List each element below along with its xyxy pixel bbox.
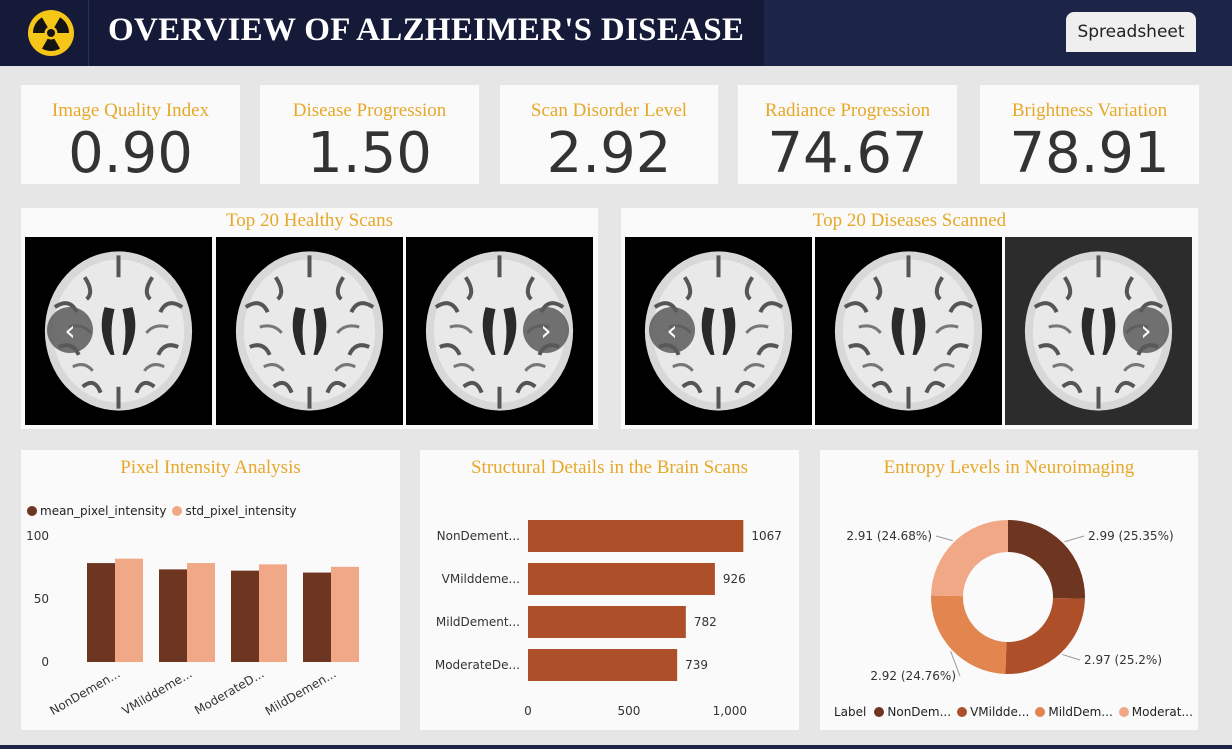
radiation-icon: [28, 10, 74, 56]
data-label: 739: [685, 658, 708, 672]
panel-title: Top 20 Healthy Scans: [225, 210, 393, 231]
kpi-card-scan-disorder: Scan Disorder Level 2.92: [500, 85, 718, 184]
legend-label[interactable]: mean_pixel_intensity: [40, 504, 167, 518]
leader-line: [1064, 535, 1085, 543]
legend-swatch: [172, 506, 183, 516]
scan-image: [216, 237, 403, 425]
header-bar: OVERVIEW OF ALZHEIMER'S DISEASE Spreadsh…: [0, 0, 1232, 66]
legend-swatch: [957, 707, 968, 717]
donut-slice[interactable]: [931, 520, 1008, 597]
legend-swatch: [1118, 707, 1129, 717]
kpi-label: Scan Disorder Level: [530, 100, 688, 121]
bar-std_pixel_intensity[interactable]: [331, 566, 359, 662]
kpi-value: 74.67: [767, 121, 928, 186]
chart-title: Structural Details in the Brain Scans: [470, 457, 749, 478]
kpi-card-disease-progression: Disease Progression 1.50: [260, 85, 479, 184]
bar-mean_pixel_intensity[interactable]: [231, 570, 259, 662]
leader-line: [935, 535, 953, 542]
kpi-card-image-quality: Image Quality Index 0.90: [21, 85, 240, 184]
y-category-label: NonDement...: [437, 529, 520, 543]
data-label: 782: [694, 615, 717, 629]
bar-mean_pixel_intensity[interactable]: [87, 563, 115, 662]
page-title: OVERVIEW OF ALZHEIMER'S DISEASE: [108, 12, 745, 48]
chevron-left-icon[interactable]: ‹: [649, 307, 695, 353]
chevron-right-icon[interactable]: ›: [1123, 307, 1169, 353]
kpi-value: 2.92: [546, 121, 672, 186]
bar[interactable]: [528, 649, 678, 681]
y-category-label: MildDement...: [436, 615, 520, 629]
diseased-scans-panel: Top 20 Diseases Scanned ‹ ›: [621, 208, 1198, 429]
chevron-right-icon[interactable]: ›: [523, 307, 569, 353]
data-label: 2.91 (24.68%): [846, 529, 932, 543]
x-tick-label: ModerateD...: [192, 666, 266, 717]
bar-std_pixel_intensity[interactable]: [115, 558, 143, 662]
bar-mean_pixel_intensity[interactable]: [159, 569, 187, 662]
legend-label[interactable]: std_pixel_intensity: [185, 504, 297, 518]
spreadsheet-button[interactable]: Spreadsheet: [1066, 12, 1196, 52]
kpi-label: Brightness Variation: [1011, 100, 1168, 121]
pixel-intensity-chart: Pixel Intensity Analysis mean_pixel_inte…: [21, 450, 400, 730]
chevron-left-icon[interactable]: ‹: [47, 307, 93, 353]
bar[interactable]: [528, 606, 686, 638]
leader-line: [950, 651, 961, 677]
donut-slice[interactable]: [1008, 520, 1085, 599]
leader-line: [1062, 653, 1081, 661]
donut-slice[interactable]: [1005, 598, 1085, 674]
legend-swatch: [874, 707, 885, 717]
bar[interactable]: [528, 563, 715, 595]
x-tick-label: NonDemen...: [47, 666, 122, 717]
data-label: 2.99 (25.35%): [1088, 529, 1174, 543]
panel-title: Top 20 Diseases Scanned: [812, 210, 1007, 231]
legend-label[interactable]: MildDem...: [1048, 705, 1113, 719]
y-category-label: ModerateDe...: [435, 658, 520, 672]
data-label: 1067: [751, 529, 782, 543]
legend-label[interactable]: NonDem...: [887, 705, 952, 719]
legend-label[interactable]: VMildde...: [970, 705, 1030, 719]
entropy-donut-chart: Entropy Levels in Neuroimaging 2.99 (25.…: [820, 450, 1198, 730]
x-tick-label: MildDemen...: [263, 666, 339, 718]
x-tick-label: 500: [617, 704, 640, 718]
scan-image: [815, 237, 1002, 425]
y-tick-label: 50: [34, 592, 49, 606]
data-label: 2.97 (25.2%): [1084, 653, 1162, 667]
legend-swatch: [27, 506, 37, 516]
chart-canvas: 2.99 (25.35%) 2.97 (25.2%) 2.92 (24.76%) 2.…: [846, 520, 1174, 683]
bottom-bar: [0, 745, 1232, 749]
chart-canvas: NonDement... 1067 VMilddeme... 926 MildDemen…: [435, 520, 782, 718]
donut-slice[interactable]: [931, 595, 1007, 674]
y-category-label: VMilddeme...: [442, 572, 520, 586]
chart-legend: Label NonDem... VMildde... MildDem... Mo…: [834, 705, 1193, 719]
legend-label[interactable]: Moderat...: [1131, 705, 1193, 719]
kpi-value: 78.91: [1009, 121, 1170, 186]
bar[interactable]: [528, 520, 744, 552]
chart-legend: mean_pixel_intensity std_pixel_intensity: [27, 504, 296, 518]
kpi-label: Image Quality Index: [51, 100, 210, 121]
title-panel: [88, 0, 764, 66]
bar-mean_pixel_intensity[interactable]: [303, 572, 331, 662]
x-tick-label: VMilddeme...: [120, 666, 195, 717]
data-label: 926: [723, 572, 746, 586]
logo-panel: [0, 0, 88, 66]
healthy-scans-panel: Top 20 Healthy Scans ‹ ›: [21, 208, 598, 429]
bar-std_pixel_intensity[interactable]: [259, 564, 287, 662]
legend-title: Label: [834, 705, 867, 719]
bar-std_pixel_intensity[interactable]: [187, 563, 215, 662]
legend-swatch: [1035, 707, 1046, 717]
x-tick-label: 0: [524, 704, 532, 718]
y-tick-label: 100: [26, 529, 49, 543]
data-label: 2.92 (24.76%): [870, 669, 956, 683]
kpi-label: Disease Progression: [292, 100, 447, 121]
chart-canvas: 0 50 100 NonDemen...VMilddeme...ModerateD..…: [26, 529, 359, 718]
chart-title: Pixel Intensity Analysis: [120, 457, 301, 478]
kpi-value: 1.50: [307, 121, 432, 186]
kpi-card-radiance-progression: Radiance Progression 74.67: [738, 85, 957, 184]
chart-title: Entropy Levels in Neuroimaging: [883, 457, 1135, 478]
kpi-label: Radiance Progression: [764, 100, 931, 121]
kpi-value: 0.90: [68, 121, 193, 186]
x-tick-label: 1,000: [713, 704, 747, 718]
y-tick-label: 0: [41, 655, 49, 669]
structural-details-chart: Structural Details in the Brain Scans No…: [420, 450, 799, 730]
kpi-card-brightness-variation: Brightness Variation 78.91: [980, 85, 1199, 184]
